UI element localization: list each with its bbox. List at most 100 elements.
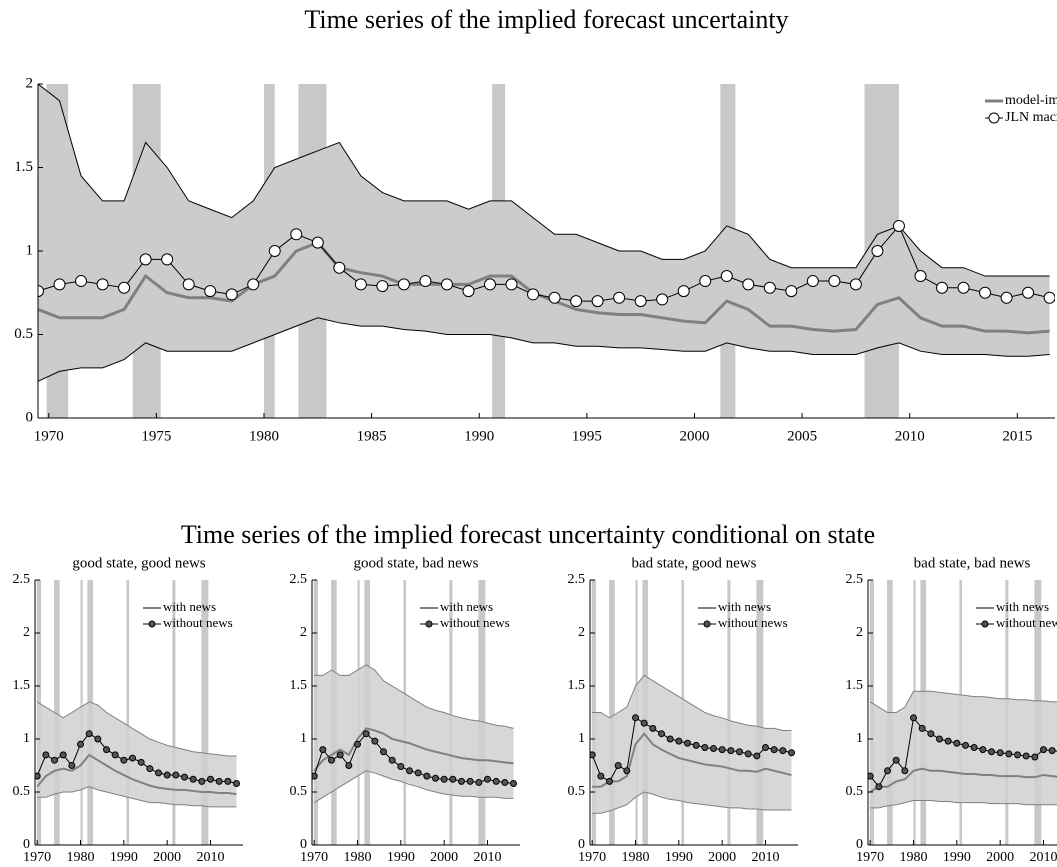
series-marker	[354, 278, 367, 291]
series-marker	[742, 278, 755, 291]
series-marker	[606, 777, 613, 785]
series-marker	[432, 774, 439, 782]
series-marker	[936, 735, 943, 743]
series-marker	[570, 295, 583, 308]
y-tick-label: 2	[23, 625, 30, 640]
series-line	[592, 732, 792, 788]
y-tick-label: 1	[300, 731, 307, 746]
series-marker	[875, 783, 883, 791]
series-marker	[290, 228, 303, 241]
x-tick-label: 2010	[895, 428, 925, 444]
plot-area	[312, 580, 517, 845]
series-marker	[345, 762, 353, 769]
y-tick-label: 0.5	[13, 784, 31, 799]
legend-label: without news	[718, 615, 788, 630]
series-marker	[632, 714, 639, 722]
series-marker	[85, 730, 93, 738]
series-marker	[96, 278, 109, 291]
band-edge	[314, 664, 514, 729]
series-marker	[77, 740, 84, 748]
x-tick-label: 1980	[67, 850, 95, 865]
series-marker	[268, 245, 281, 257]
series-marker	[103, 746, 110, 754]
legend-marker	[703, 620, 711, 628]
uncertainty-band	[38, 84, 1050, 382]
series-line	[313, 727, 514, 772]
x-tick-label: 1975	[141, 428, 171, 444]
series-marker	[139, 253, 152, 266]
y-tick-label: 2	[300, 625, 307, 640]
series-marker	[692, 741, 700, 749]
series-marker	[548, 291, 561, 304]
series-marker	[215, 777, 223, 785]
y-tick-label: 0.5	[846, 784, 864, 799]
series-marker	[414, 769, 422, 777]
series-marker	[51, 756, 58, 764]
series-marker	[53, 278, 66, 291]
band-edge	[592, 791, 792, 814]
series-marker	[406, 767, 413, 775]
series-marker	[371, 737, 379, 745]
section-title: Time series of the implied forecast unce…	[181, 520, 875, 549]
x-tick-label: 1990	[943, 850, 971, 865]
chart-title: good state, good news	[72, 555, 205, 571]
recession-band	[449, 580, 453, 845]
y-tick-label: 1.5	[13, 678, 31, 693]
uncertainty-band	[314, 664, 514, 803]
y-tick-label: 1	[23, 731, 30, 746]
band-edge	[313, 770, 514, 804]
series-marker	[785, 285, 798, 298]
x-tick-label: 2010	[474, 850, 502, 865]
x-tick-label: 1980	[249, 428, 279, 444]
y-tick-label: 2	[856, 625, 863, 640]
series-marker	[419, 275, 432, 288]
series-marker	[1005, 750, 1013, 758]
series-marker	[744, 750, 752, 758]
series-marker	[1043, 291, 1055, 304]
x-tick-label: 1985	[357, 428, 387, 444]
chart-title: bad state, bad news	[914, 555, 1031, 571]
uncertainty-band	[870, 691, 1057, 808]
legend-label: model-implied forecast uncertainty	[1005, 93, 1057, 108]
x-tick-label: 2000	[986, 850, 1014, 865]
legend-label: with news	[718, 599, 771, 614]
legend-marker	[981, 620, 989, 628]
series-marker	[634, 295, 647, 308]
band-edge	[869, 690, 1057, 713]
series-marker	[388, 756, 396, 764]
series-marker	[94, 735, 102, 743]
x-tick-label: 1970	[300, 850, 328, 865]
series-marker	[710, 745, 717, 753]
series-marker	[868, 772, 874, 780]
series-marker	[397, 763, 405, 771]
series-marker	[613, 291, 626, 304]
x-tick-label: 1970	[34, 428, 64, 444]
series-marker	[484, 278, 496, 291]
x-tick-label: 1970	[578, 850, 606, 865]
series-marker	[319, 746, 327, 754]
band-edge	[37, 786, 237, 808]
series-marker	[1031, 753, 1039, 761]
series-marker	[962, 741, 969, 749]
series-line	[38, 240, 1050, 335]
x-tick-label: 2010	[197, 850, 225, 865]
x-tick-label: 1980	[900, 850, 928, 865]
band-edge	[38, 317, 1050, 382]
series-marker	[762, 743, 769, 751]
band-edge	[592, 674, 792, 732]
series-marker	[423, 772, 431, 780]
series-marker	[892, 219, 905, 232]
series-marker	[936, 281, 948, 294]
series-marker	[527, 288, 540, 301]
legend-label: with news	[440, 599, 493, 614]
series-marker	[718, 746, 726, 754]
series-marker	[475, 778, 483, 786]
y-tick-label: 0	[856, 837, 863, 852]
series-marker	[111, 751, 119, 759]
series-marker	[336, 751, 344, 759]
series-marker	[247, 278, 260, 291]
x-tick-label: 1990	[110, 850, 138, 865]
recession-band	[126, 580, 130, 845]
series-marker	[656, 293, 669, 306]
